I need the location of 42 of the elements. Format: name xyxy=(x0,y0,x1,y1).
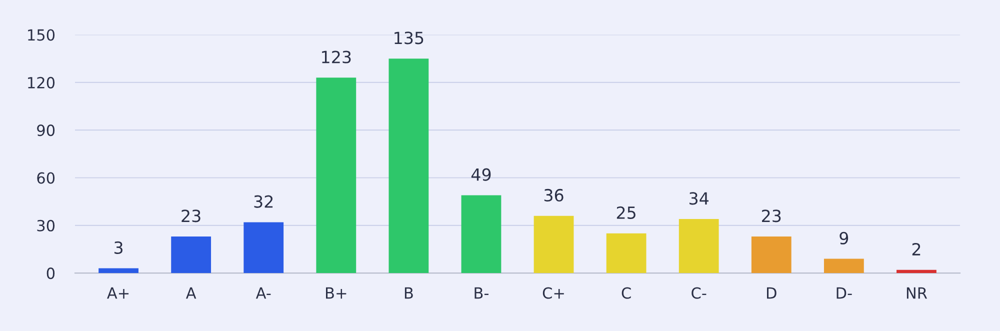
y-tick-label: 150 xyxy=(28,29,55,41)
data-label: 23 xyxy=(182,210,200,222)
x-tick-label: C xyxy=(622,287,631,299)
y-tick-label: 0 xyxy=(46,268,55,280)
data-label: 34 xyxy=(690,192,709,205)
data-label: 2 xyxy=(912,242,920,256)
bar xyxy=(751,236,792,274)
x-tick-label: A xyxy=(186,287,196,299)
data-label: 135 xyxy=(394,32,424,44)
bar xyxy=(98,268,138,274)
bar xyxy=(461,195,502,274)
x-tick-label: D- xyxy=(836,287,852,299)
bar xyxy=(896,270,936,274)
data-label: 36 xyxy=(544,188,564,202)
x-tick-label: D xyxy=(767,287,776,299)
y-tick-label: 90 xyxy=(37,124,55,136)
bar xyxy=(388,58,429,274)
bar xyxy=(244,222,284,274)
data-label: 49 xyxy=(471,168,491,181)
y-tick-label: 60 xyxy=(37,172,55,184)
y-tick-label: 30 xyxy=(37,220,55,232)
x-tick-label: B- xyxy=(474,287,488,299)
y-tick-label: 120 xyxy=(28,76,55,88)
bar xyxy=(171,236,212,274)
bar xyxy=(606,233,646,274)
bar xyxy=(534,216,574,274)
x-tick-label: C- xyxy=(692,287,706,299)
data-label: 23 xyxy=(762,210,781,222)
bar xyxy=(316,78,356,274)
data-label: 123 xyxy=(322,50,351,64)
data-label: 32 xyxy=(254,195,273,208)
bar xyxy=(824,258,864,274)
x-tick-label: B+ xyxy=(326,287,346,299)
x-tick-label: A- xyxy=(256,287,271,299)
data-label: 3 xyxy=(114,241,122,254)
bar xyxy=(678,219,719,274)
x-tick-label: C+ xyxy=(542,287,564,299)
data-label: 25 xyxy=(616,206,636,220)
x-tick-label: A+ xyxy=(107,287,129,299)
data-label: 9 xyxy=(840,232,848,244)
x-tick-label: B xyxy=(404,287,413,299)
x-tick-label: NR xyxy=(906,287,928,299)
